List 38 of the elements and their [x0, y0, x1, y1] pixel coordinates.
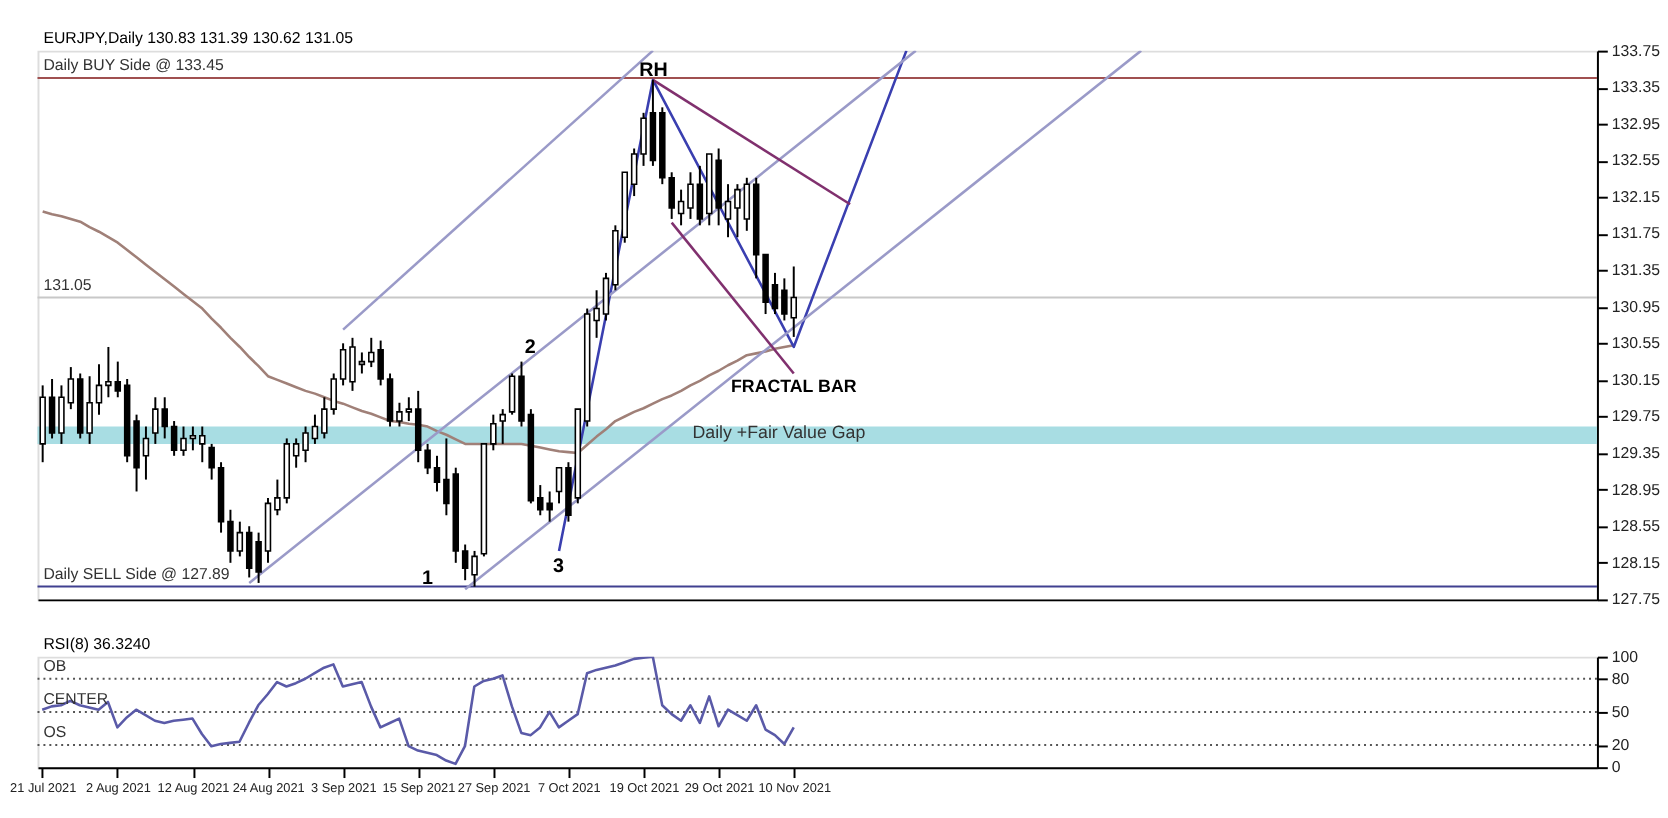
line-series [557, 50, 908, 553]
annotation: 2 [524, 336, 537, 359]
y-tick-label: 133.35 [1611, 78, 1662, 97]
ref-line-label: Daily SELL Side @ 127.89 [43, 564, 230, 583]
y-tick-label: 129.35 [1611, 443, 1662, 462]
y-tick-label: 80 [1611, 669, 1631, 688]
y-tick-label: 132.55 [1611, 151, 1662, 170]
y-tick-label: 128.95 [1611, 480, 1662, 499]
annotation: 3 [552, 556, 565, 579]
ref-line-label: OS [43, 723, 67, 742]
y-tick-label: 130.15 [1611, 370, 1662, 389]
band-label: Daily +Fair Value Gap [692, 421, 866, 442]
ref-line-label: CENTER [43, 690, 109, 709]
line-series [40, 656, 796, 766]
chart-title: RSI(8) 36.3240 [43, 634, 152, 653]
ref-line-label: 131.05 [43, 275, 93, 294]
y-tick-label: 132.15 [1611, 187, 1662, 206]
annotation: FRACTAL BAR [730, 375, 858, 396]
y-tick-label: 127.75 [1611, 590, 1662, 609]
y-tick-label: 133.75 [1611, 41, 1662, 60]
annotation: RH [639, 59, 668, 82]
candlestick [499, 408, 506, 445]
y-tick-label: 128.55 [1611, 517, 1662, 536]
y-tick-label: 131.75 [1611, 224, 1662, 243]
y-tick-label: 130.55 [1611, 334, 1662, 353]
annotation: 1 [421, 568, 434, 591]
y-tick-label: 128.15 [1611, 553, 1662, 572]
y-tick-label: 50 [1611, 702, 1631, 721]
ref-line-label: OB [43, 656, 67, 675]
y-tick-label: 132.95 [1611, 114, 1662, 133]
y-tick-label: 131.35 [1611, 261, 1662, 280]
y-tick-label: 129.75 [1611, 407, 1662, 426]
y-tick-label: 0 [1611, 758, 1622, 777]
y-tick-label: 100 [1611, 647, 1640, 666]
y-tick-label: 130.95 [1611, 297, 1662, 316]
y-tick-label: 20 [1611, 736, 1631, 755]
ref-line-label: Daily BUY Side @ 133.45 [43, 56, 225, 75]
chart-title: EURJPY,Daily 130.83 131.39 130.62 131.05 [43, 28, 355, 47]
